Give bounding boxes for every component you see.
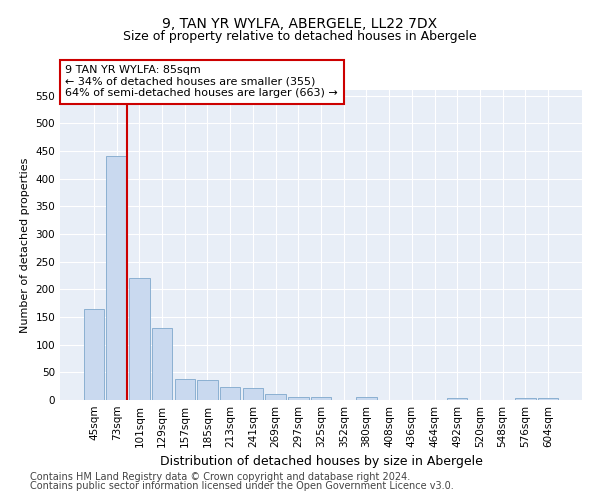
Bar <box>288 397 308 400</box>
Bar <box>129 278 149 400</box>
Bar <box>538 398 558 400</box>
Bar <box>356 397 377 400</box>
Bar <box>106 156 127 400</box>
Text: 9, TAN YR WYLFA, ABERGELE, LL22 7DX: 9, TAN YR WYLFA, ABERGELE, LL22 7DX <box>163 18 437 32</box>
Bar <box>242 388 263 400</box>
Text: Contains public sector information licensed under the Open Government Licence v3: Contains public sector information licen… <box>30 481 454 491</box>
Bar <box>447 398 467 400</box>
Bar <box>311 397 331 400</box>
Bar <box>197 380 218 400</box>
Bar <box>84 308 104 400</box>
Bar <box>175 379 195 400</box>
Bar <box>265 394 286 400</box>
Text: Contains HM Land Registry data © Crown copyright and database right 2024.: Contains HM Land Registry data © Crown c… <box>30 472 410 482</box>
Text: 9 TAN YR WYLFA: 85sqm
← 34% of detached houses are smaller (355)
64% of semi-det: 9 TAN YR WYLFA: 85sqm ← 34% of detached … <box>65 65 338 98</box>
Bar <box>152 328 172 400</box>
Y-axis label: Number of detached properties: Number of detached properties <box>20 158 30 332</box>
Text: Size of property relative to detached houses in Abergele: Size of property relative to detached ho… <box>123 30 477 43</box>
X-axis label: Distribution of detached houses by size in Abergele: Distribution of detached houses by size … <box>160 456 482 468</box>
Bar <box>220 386 241 400</box>
Bar <box>515 398 536 400</box>
